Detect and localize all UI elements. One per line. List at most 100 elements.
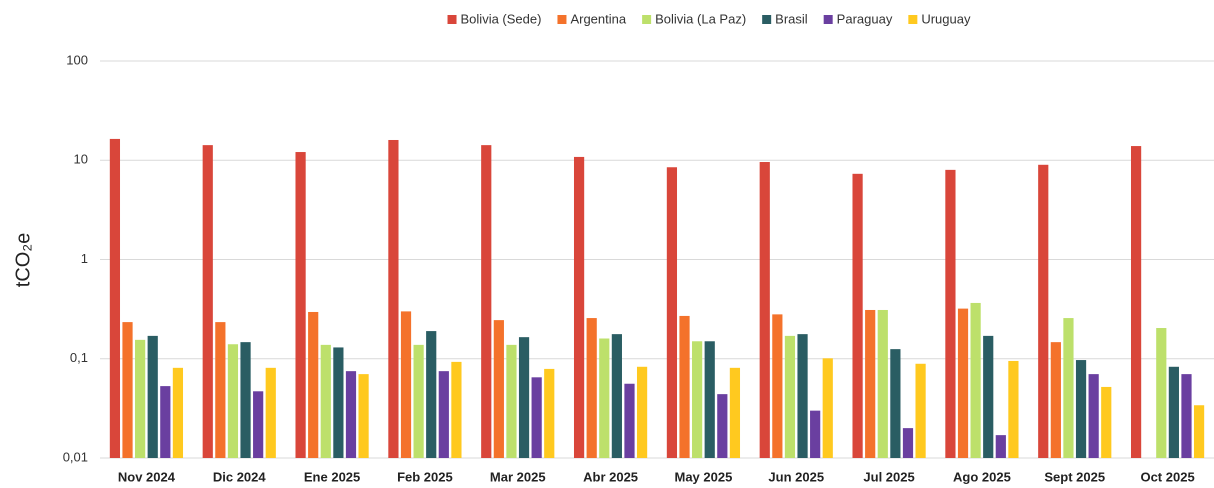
bar — [784, 335, 796, 458]
y-axis-label: tCO₂e — [12, 233, 34, 287]
bar — [573, 156, 585, 459]
bar — [1008, 360, 1019, 458]
legend-label: Bolivia (Sede) — [461, 11, 542, 26]
bar — [822, 358, 833, 458]
bar — [135, 339, 146, 458]
bar — [438, 371, 449, 458]
bar — [506, 344, 517, 458]
legend-swatch — [447, 15, 457, 24]
bar — [172, 367, 184, 458]
bar — [1075, 360, 1087, 458]
bar — [797, 334, 808, 458]
bar — [308, 311, 319, 458]
bar — [970, 302, 981, 458]
bar — [945, 169, 956, 458]
bar — [413, 344, 424, 458]
legend-label: Brasil — [775, 11, 808, 26]
x-tick-label: May 2025 — [675, 469, 733, 484]
bar — [265, 367, 276, 458]
bar — [636, 366, 648, 458]
y-tick-label: 10 — [74, 152, 88, 167]
x-tick-label: Oct 2025 — [1140, 469, 1194, 484]
bar — [1130, 146, 1142, 458]
bar — [240, 342, 251, 458]
legend-swatch — [762, 15, 772, 24]
bar — [759, 162, 770, 458]
bar — [729, 367, 741, 458]
legend-swatch — [557, 15, 567, 24]
x-tick-label: Feb 2025 — [397, 469, 453, 484]
bar — [160, 386, 171, 458]
bar — [717, 394, 728, 458]
bar — [890, 349, 901, 458]
bar — [624, 383, 635, 458]
bar — [320, 344, 331, 458]
bar — [1156, 328, 1167, 458]
x-tick-label: Abr 2025 — [583, 469, 638, 484]
bar — [915, 363, 926, 458]
bar — [810, 410, 821, 458]
bar — [147, 335, 158, 458]
legend-label: Paraguay — [837, 11, 893, 26]
bar — [983, 335, 994, 458]
legend-label: Uruguay — [921, 11, 971, 26]
bar — [518, 337, 530, 458]
bar — [692, 341, 703, 458]
bar — [451, 361, 462, 458]
bar — [227, 344, 239, 458]
bar — [531, 377, 542, 458]
bar — [957, 308, 969, 458]
bar — [877, 309, 888, 458]
legend-label: Bolivia (La Paz) — [655, 11, 746, 26]
bar — [852, 173, 863, 459]
bar — [679, 315, 690, 458]
x-tick-label: Jul 2025 — [863, 469, 914, 484]
bar — [586, 318, 597, 458]
bar — [295, 152, 306, 458]
bar — [1063, 318, 1074, 458]
x-tick-label: Ene 2025 — [304, 469, 360, 484]
bar — [865, 309, 876, 458]
x-tick-label: Jun 2025 — [768, 469, 824, 484]
bar — [426, 331, 437, 458]
y-tick-label: 1 — [81, 251, 88, 266]
bar — [202, 145, 213, 458]
bar — [666, 167, 678, 458]
bar — [333, 347, 344, 458]
x-tick-label: Sept 2025 — [1044, 469, 1105, 484]
bar — [122, 322, 133, 458]
bar — [1181, 374, 1192, 458]
bar — [902, 428, 914, 458]
bar — [1038, 164, 1049, 458]
y-tick-label: 100 — [66, 52, 88, 67]
bar — [599, 338, 610, 458]
legend-swatch — [823, 15, 833, 24]
x-tick-label: Mar 2025 — [490, 469, 546, 484]
legend-swatch — [908, 15, 918, 24]
x-tick-label: Nov 2024 — [118, 469, 176, 484]
bar — [388, 139, 399, 458]
legend-swatch — [642, 15, 652, 24]
bar — [215, 322, 226, 458]
bar — [611, 334, 622, 458]
bar — [358, 374, 369, 458]
bar — [109, 138, 121, 458]
bar — [1101, 386, 1112, 458]
bar — [995, 435, 1006, 458]
y-tick-label: 0,01 — [63, 449, 88, 464]
bar — [772, 314, 783, 458]
bar — [544, 368, 555, 458]
bar — [1050, 342, 1061, 458]
bar — [1088, 374, 1099, 458]
bar — [1193, 405, 1205, 458]
legend-label: Argentina — [570, 11, 626, 26]
y-tick-label: 0,1 — [70, 350, 88, 365]
bar — [493, 320, 504, 458]
bar — [253, 391, 264, 458]
bar — [400, 311, 412, 458]
x-tick-label: Ago 2025 — [953, 469, 1011, 484]
bar — [1168, 366, 1179, 458]
x-tick-label: Dic 2024 — [213, 469, 267, 484]
bar — [345, 371, 357, 458]
